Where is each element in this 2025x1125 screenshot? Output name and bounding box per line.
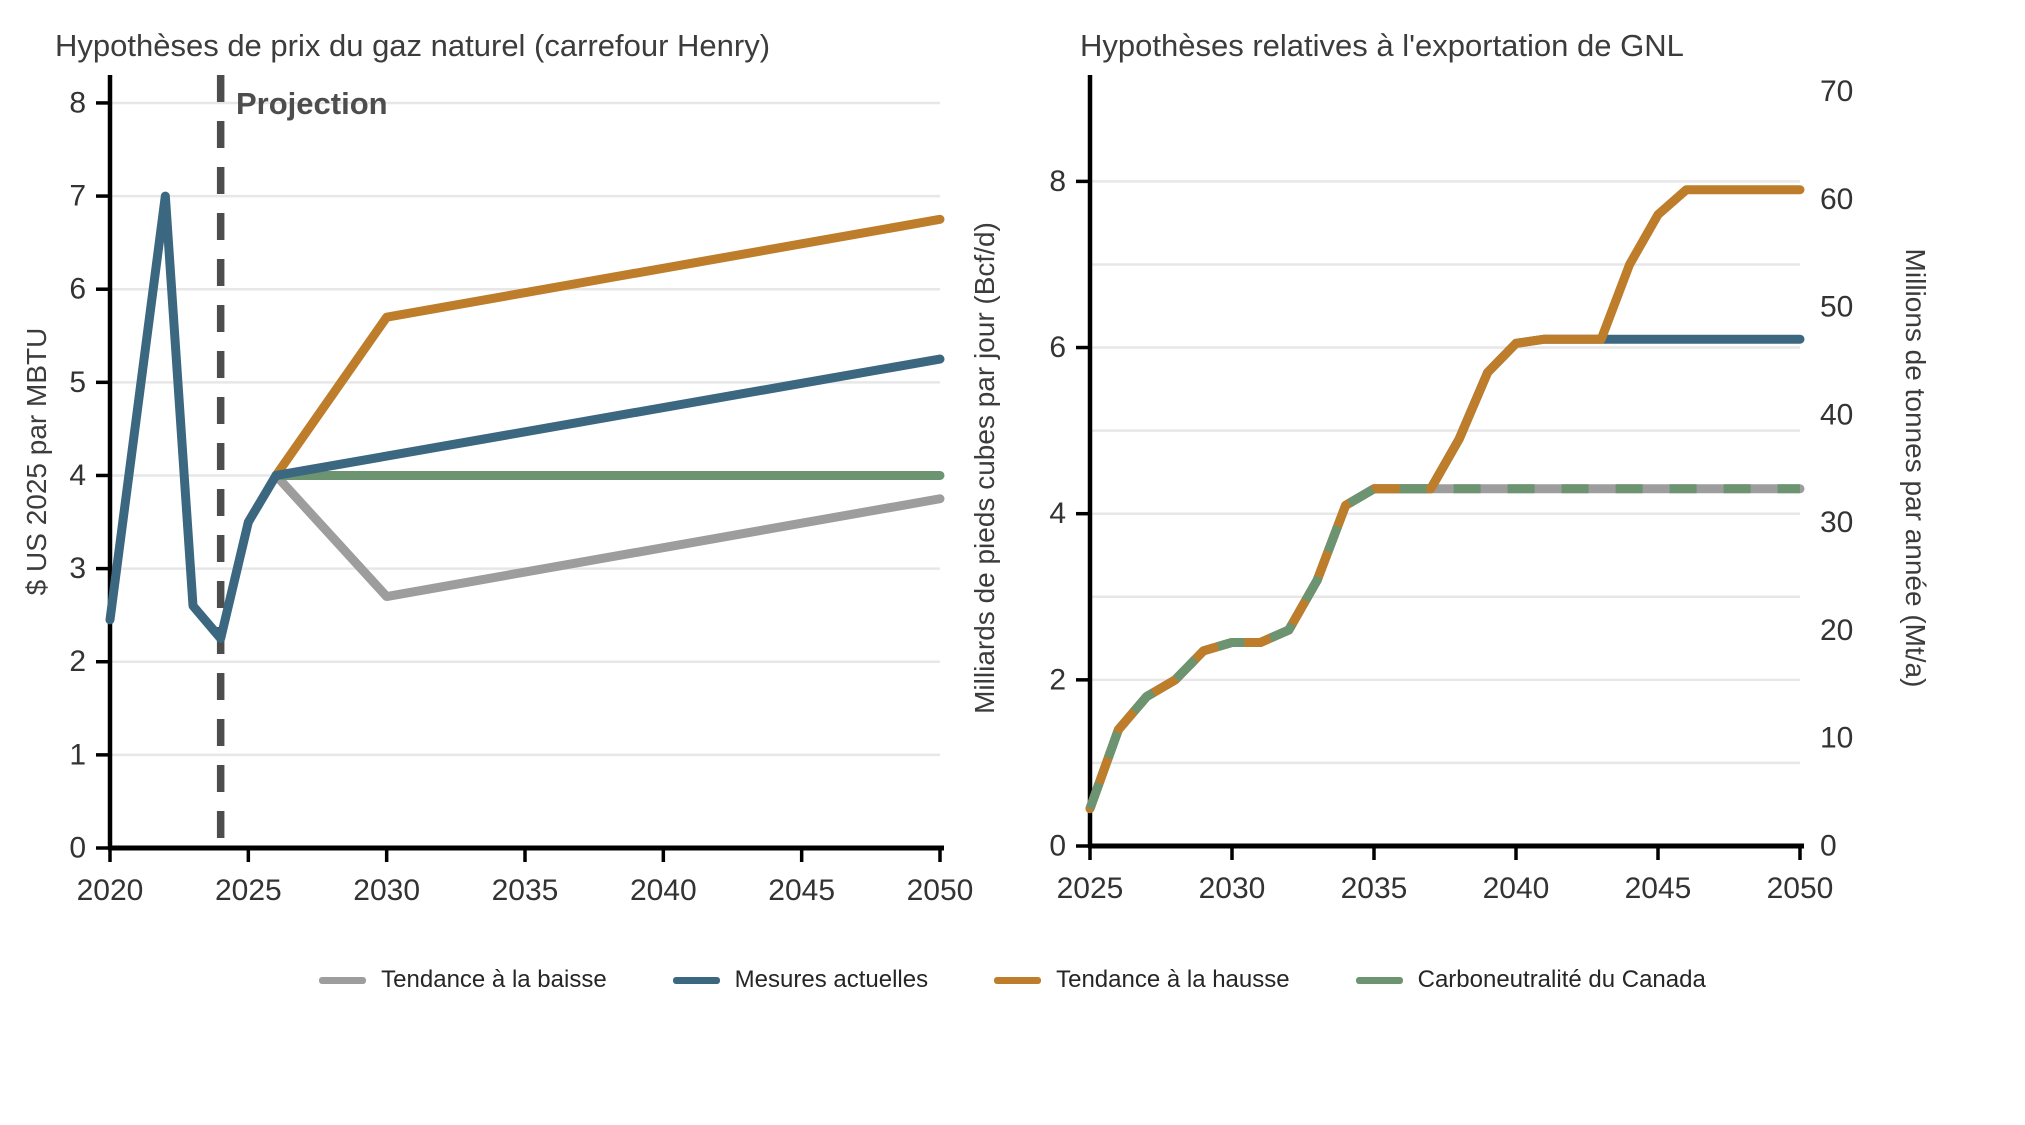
legend: Tendance à la baisse Mesures actuelles Ten…	[0, 966, 2025, 994]
x-tick-label: 2025	[215, 874, 282, 907]
projection-annotation: Projection	[236, 86, 388, 121]
series-line-up	[1085, 185, 1805, 814]
y-tick-label: 4	[69, 459, 86, 492]
y-tick-label: 6	[69, 273, 86, 306]
y-tick-label: 8	[1049, 165, 1066, 198]
legend-swatch-netzero	[1355, 976, 1403, 984]
x-tick-label: 2035	[492, 874, 559, 907]
y-axis-title: Milliards de pieds cubes par jour (Bcf/d…	[969, 222, 1000, 714]
x-tick-label: 2030	[1199, 872, 1266, 905]
legend-swatch-down	[319, 976, 367, 984]
legend-swatch-current	[672, 976, 720, 984]
series-line-down	[1085, 484, 1805, 814]
y-tick-label: 5	[69, 366, 86, 399]
right-chart-title: Hypothèses relatives à l'exportation de …	[1080, 28, 1684, 63]
y2-tick-label: 0	[1820, 830, 1837, 863]
y2-tick-label: 10	[1820, 722, 1853, 755]
legend-item-netzero: Carboneutralité du Canada	[1355, 966, 1706, 994]
x-tick-label: 2020	[77, 874, 144, 907]
series-line-netzero	[1085, 484, 1800, 811]
x-tick-label: 2050	[907, 874, 974, 907]
legend-item-current: Mesures actuelles	[672, 966, 929, 994]
x-tick-label: 2040	[630, 874, 697, 907]
y-tick-label: 2	[1049, 663, 1066, 696]
y-tick-label: 1	[69, 738, 86, 771]
y-tick-label: 4	[1049, 497, 1066, 530]
left-chart-title: Hypothèses de prix du gaz naturel (carre…	[55, 28, 771, 63]
y-axis-title: $ US 2025 par MBTU	[21, 328, 52, 596]
legend-item-down: Tendance à la baisse	[319, 966, 607, 994]
y2-axis-title: Millions de tonnes par année (Mt/a)	[1900, 249, 1931, 688]
series-line-down	[271, 470, 945, 602]
y2-tick-label: 20	[1820, 614, 1853, 647]
x-tick-label: 2025	[1057, 872, 1124, 905]
x-tick-label: 2050	[1767, 872, 1834, 905]
x-tick-label: 2045	[1625, 872, 1692, 905]
legend-swatch-up	[994, 976, 1042, 984]
series-line-current	[105, 191, 945, 643]
y2-tick-label: 70	[1820, 75, 1853, 108]
series-line-current	[1085, 334, 1805, 814]
y-tick-label: 7	[69, 180, 86, 213]
y2-tick-label: 60	[1820, 183, 1853, 216]
legend-label-down: Tendance à la baisse	[381, 966, 607, 993]
legend-item-up: Tendance à la hausse	[994, 966, 1290, 994]
y-tick-label: 0	[69, 832, 86, 865]
legend-label-current: Mesures actuelles	[734, 966, 929, 993]
y-tick-label: 0	[1049, 830, 1066, 863]
x-tick-label: 2030	[353, 874, 420, 907]
x-tick-label: 2035	[1341, 872, 1408, 905]
y2-tick-label: 50	[1820, 291, 1853, 324]
y-tick-label: 3	[69, 552, 86, 585]
y2-tick-label: 40	[1820, 398, 1853, 431]
x-tick-label: 2045	[768, 874, 835, 907]
series-line-up	[271, 214, 945, 480]
x-tick-label: 2040	[1483, 872, 1550, 905]
y-tick-label: 6	[1049, 331, 1066, 364]
legend-label-up: Tendance à la hausse	[1056, 966, 1290, 993]
y-tick-label: 2	[69, 645, 86, 678]
y2-tick-label: 30	[1820, 506, 1853, 539]
y-tick-label: 8	[69, 86, 86, 119]
legend-label-netzero: Carboneutralité du Canada	[1417, 966, 1706, 993]
